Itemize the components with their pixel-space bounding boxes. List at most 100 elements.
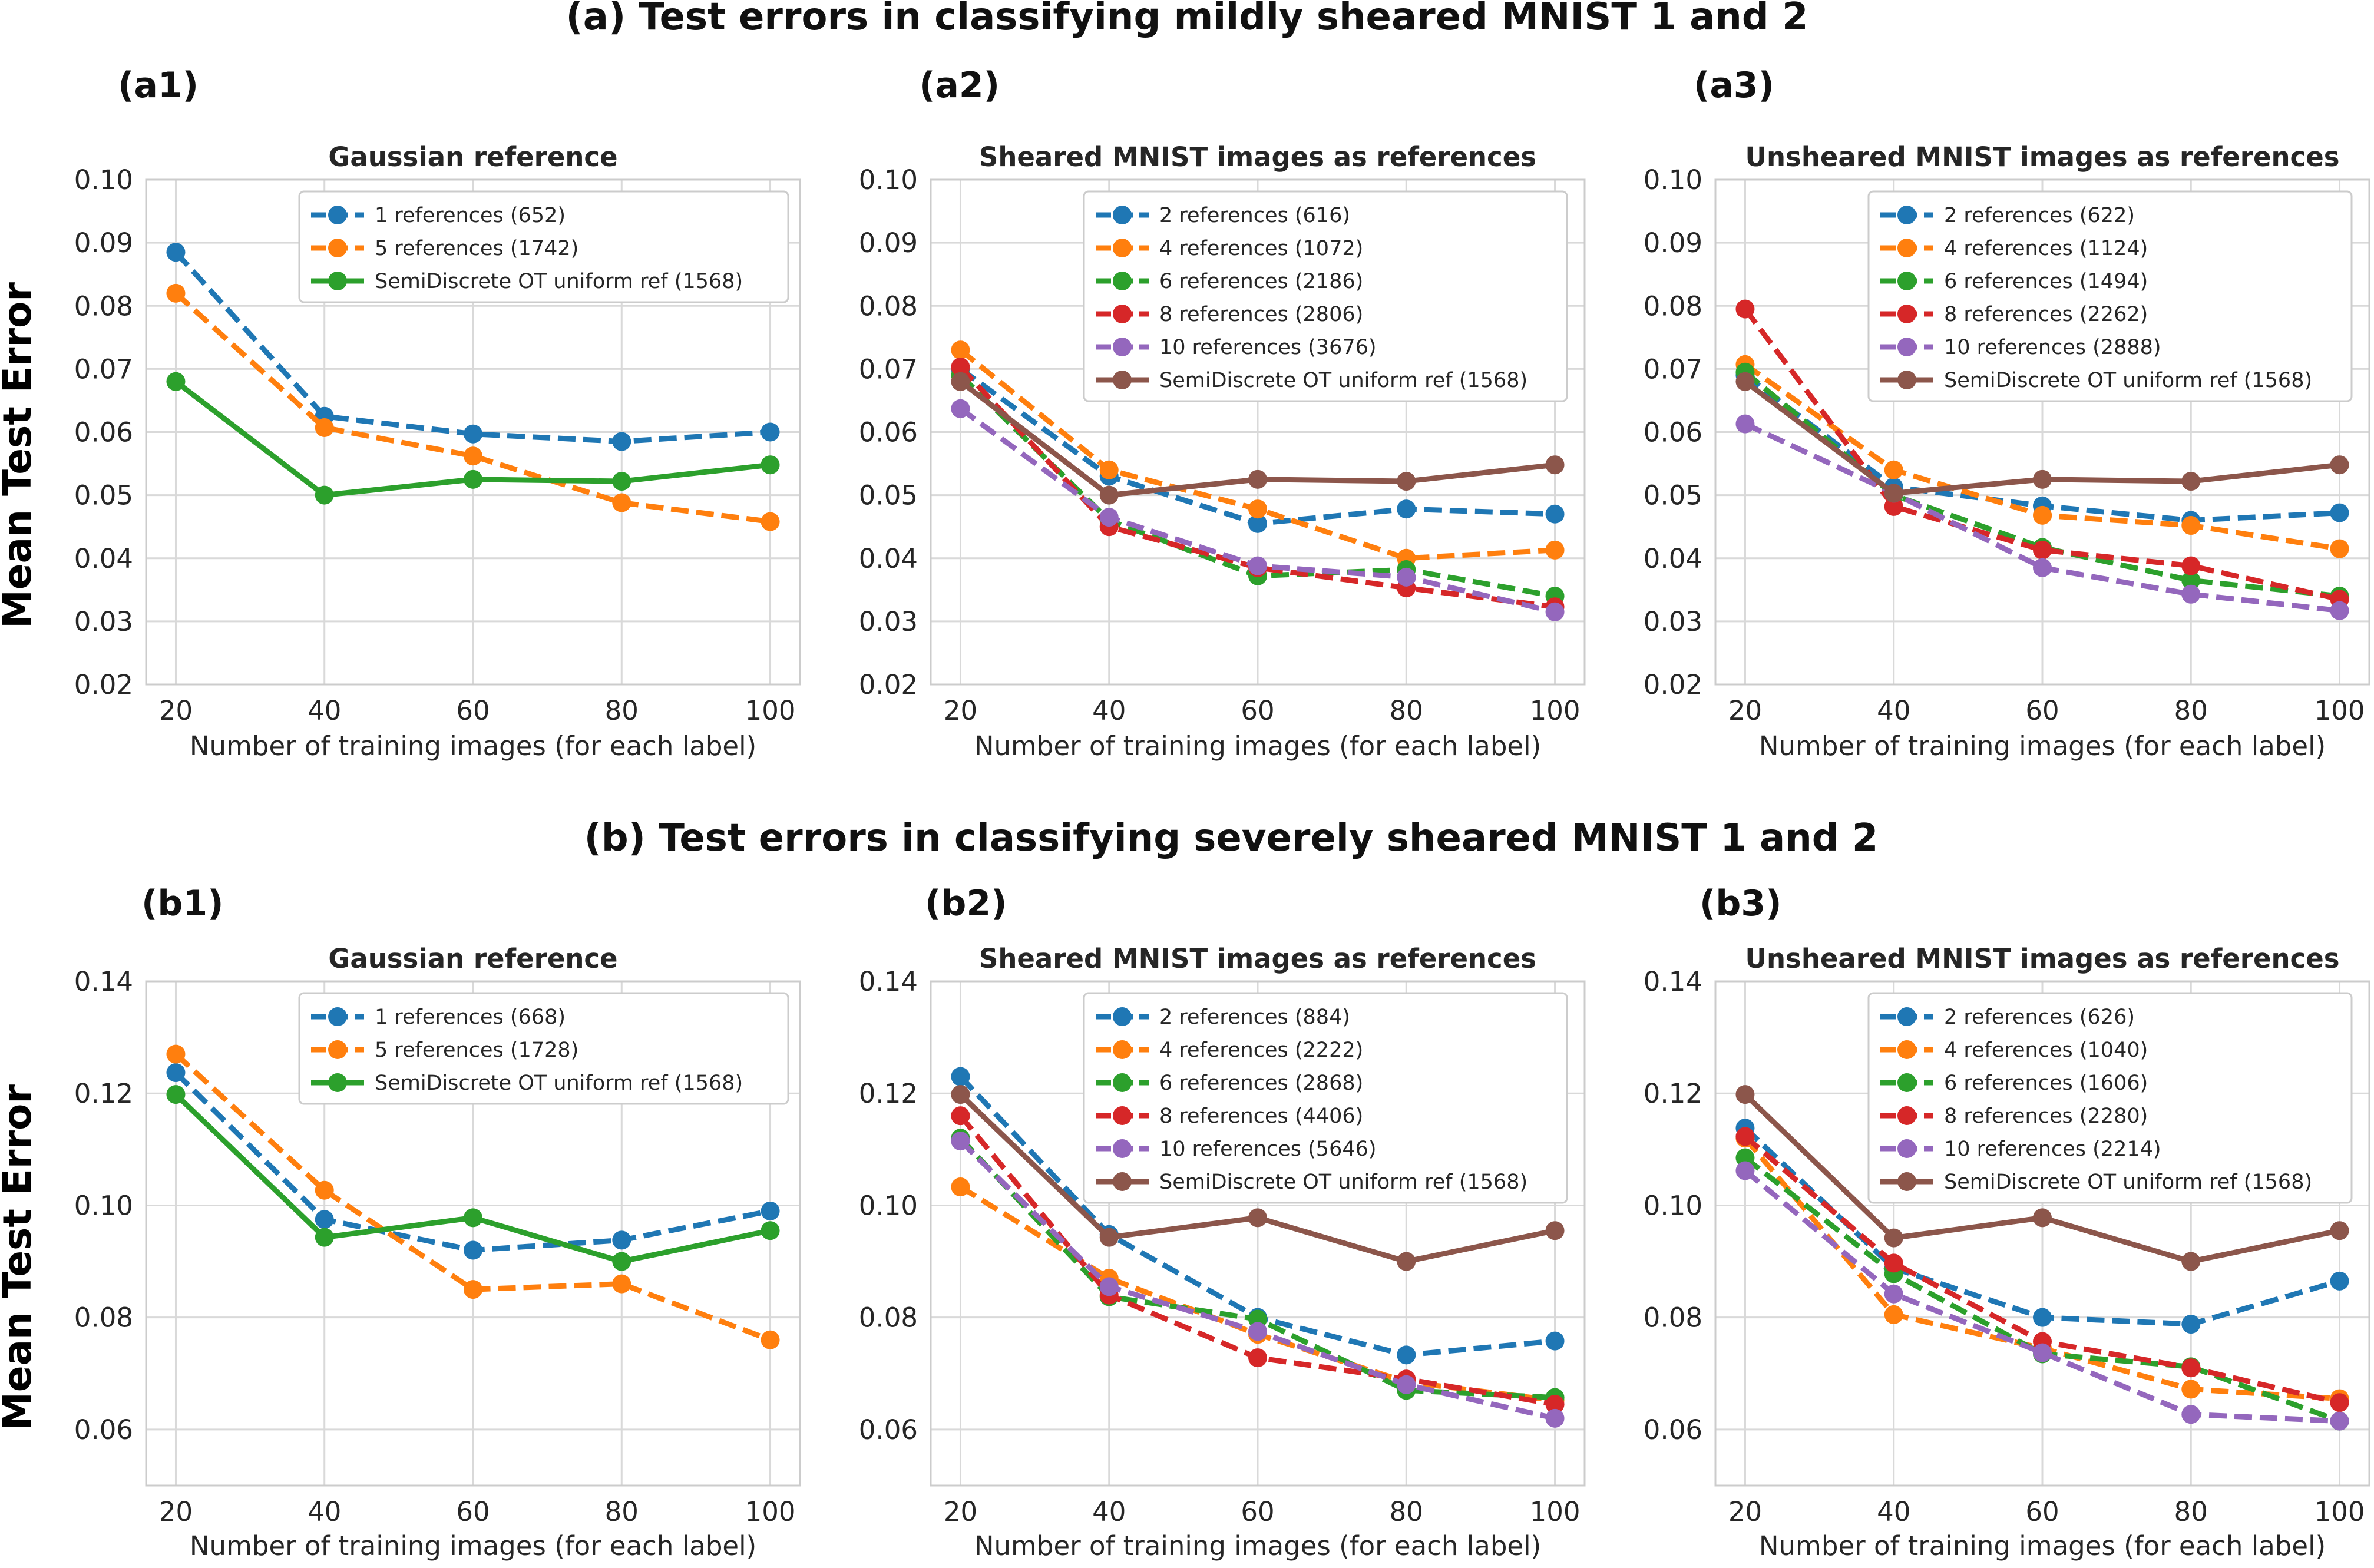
legend-marker: [1113, 1073, 1132, 1092]
y-tick-label: 0.02: [859, 669, 918, 700]
chart-title: Unsheared MNIST images as references: [1745, 141, 2339, 173]
x-tick-label: 80: [1390, 695, 1423, 726]
legend-marker: [1113, 1106, 1132, 1125]
y-tick-label: 0.09: [1644, 227, 1702, 259]
chart-title: Sheared MNIST images as references: [979, 141, 1536, 173]
data-point: [2033, 558, 2052, 577]
legend-box: [1083, 992, 1568, 1204]
x-tick-label: 80: [605, 1496, 639, 1527]
legend-label: SemiDiscrete OT uniform ref (1568): [1159, 1170, 1527, 1194]
y-tick-label: 0.08: [1644, 290, 1702, 322]
legend-marker: [1113, 1139, 1132, 1158]
data-point: [951, 399, 970, 418]
series-4: [1735, 1127, 2349, 1412]
data-point: [2181, 584, 2201, 604]
legend-marker: [328, 1007, 347, 1026]
legend-item: 4 references (1072): [1096, 237, 1363, 260]
x-axis-label: Number of training images (for each labe…: [1759, 1530, 2326, 1562]
x-tick-label: 80: [2174, 1496, 2208, 1527]
data-point: [1099, 460, 1119, 479]
x-tick-label: 100: [2315, 1496, 2365, 1527]
data-point: [612, 493, 631, 512]
legend-label: 4 references (2222): [1159, 1038, 1363, 1062]
y-tick-label: 0.14: [74, 966, 133, 997]
x-tick-label: 20: [944, 695, 977, 726]
legend-item: 10 references (3676): [1096, 336, 1377, 359]
data-point: [315, 485, 334, 505]
data-point: [612, 1274, 631, 1294]
y-tick-label: 0.07: [74, 353, 133, 385]
legend-marker: [1113, 338, 1132, 356]
legend-item: 1 references (652): [311, 204, 566, 227]
data-point: [612, 432, 631, 451]
legend-marker: [1113, 1172, 1132, 1191]
data-point: [166, 1085, 186, 1104]
data-point: [612, 1230, 631, 1250]
y-tick-label: 0.06: [859, 1414, 918, 1445]
data-point: [951, 372, 970, 391]
data-point: [1735, 1148, 1755, 1167]
legend-label: SemiDiscrete OT uniform ref (1568): [375, 1071, 743, 1095]
data-point: [166, 1063, 186, 1083]
legend-label: 2 references (626): [1944, 1005, 2135, 1029]
series-3: [166, 372, 780, 505]
legend-item: SemiDiscrete OT uniform ref (1568): [1096, 1170, 1527, 1194]
legend-label: 6 references (2868): [1159, 1071, 1363, 1095]
data-point: [761, 422, 780, 442]
chart-a3: (a3) Unsheared MNIST images as references…: [1644, 65, 2370, 762]
data-point: [612, 1252, 631, 1271]
x-tick-label: 60: [1241, 695, 1274, 726]
y-tick-label: 0.10: [1644, 164, 1702, 196]
legend-label: 2 references (622): [1944, 204, 2135, 227]
data-point: [1545, 602, 1565, 621]
legend-label: 8 references (2262): [1944, 303, 2148, 326]
data-point: [2181, 1252, 2201, 1271]
data-point: [1735, 414, 1755, 434]
legend-marker: [1113, 239, 1132, 257]
data-point: [464, 469, 482, 489]
data-point: [1397, 1375, 1416, 1394]
legend: 1 references (652) 5 references (1742) Sem…: [298, 190, 789, 303]
y-tick-label: 0.12: [859, 1078, 918, 1109]
data-point: [2330, 1221, 2349, 1240]
legend-label: 10 references (5646): [1159, 1137, 1377, 1161]
legend-item: 10 references (2888): [1880, 336, 2161, 359]
legend-marker: [1113, 1040, 1132, 1059]
plot-frame: [1714, 178, 2370, 686]
data-point: [1248, 1322, 1267, 1341]
data-point: [2330, 539, 2349, 558]
legend-label: 2 references (884): [1159, 1005, 1350, 1029]
legend-marker: [1897, 305, 1916, 323]
data-point: [1545, 1408, 1565, 1428]
legend-marker: [1897, 338, 1916, 356]
legend: 2 references (622) 4 references (1124) 6 r…: [1867, 190, 2353, 402]
y-tick-label: 0.12: [74, 1078, 133, 1109]
series-4: [1735, 299, 2349, 609]
data-point: [1545, 455, 1565, 475]
data-point: [1099, 1277, 1119, 1296]
chart-b1: (b1) Gaussian reference 0.06 0.08 0.10 0.12 0.…: [74, 883, 801, 1562]
data-point: [2033, 505, 2052, 525]
legend-label: 4 references (1124): [1944, 237, 2148, 260]
x-tick-label: 80: [1390, 1496, 1423, 1527]
x-tick-label: 100: [1530, 695, 1581, 726]
legend-marker: [1897, 1007, 1916, 1026]
data-point: [315, 1180, 334, 1200]
legend-marker: [1897, 1106, 1916, 1125]
data-point: [1735, 372, 1755, 391]
y-tick-label: 0.10: [74, 164, 133, 196]
legend-item: 10 references (2214): [1880, 1137, 2161, 1161]
legend-marker: [1113, 206, 1132, 224]
data-point: [1099, 1228, 1119, 1247]
legend-label: 2 references (616): [1159, 204, 1350, 227]
chart-a1: (a1) Gaussian reference 0.02 0.03 0.04 0.05 0.…: [74, 65, 801, 762]
legend-item: 2 references (626): [1880, 1005, 2135, 1029]
data-point: [761, 1221, 780, 1240]
series-6: [951, 372, 1565, 505]
legend-marker: [1897, 371, 1916, 389]
legend-label: 10 references (2214): [1944, 1137, 2161, 1161]
data-point: [315, 1228, 334, 1247]
y-tick-label: 0.08: [1644, 1302, 1702, 1334]
data-point: [1545, 1221, 1565, 1240]
legend-item: 10 references (5646): [1096, 1137, 1377, 1161]
